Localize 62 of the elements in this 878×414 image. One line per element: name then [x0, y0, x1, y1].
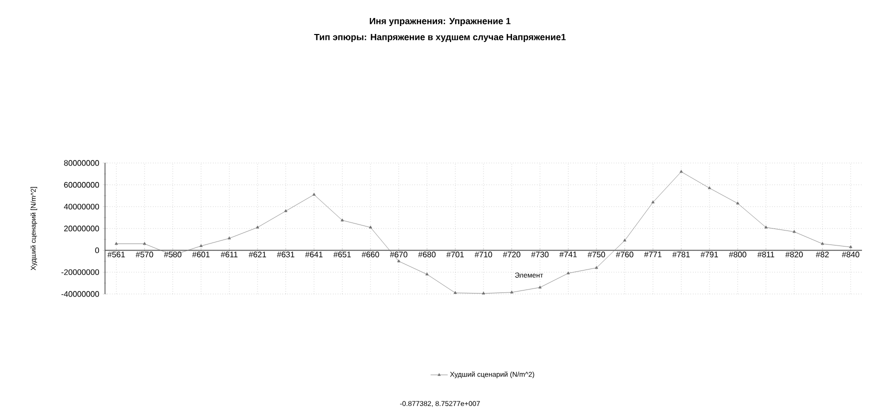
- x-tick-label: #580: [164, 252, 182, 258]
- x-tick-label: #840: [842, 252, 860, 258]
- x-tick-label: #570: [136, 252, 154, 258]
- point: [680, 170, 683, 173]
- y-tick-label: 20000000: [64, 226, 100, 232]
- x-tick-label: #791: [700, 252, 718, 258]
- x-tick-label: #631: [276, 252, 294, 258]
- point: [849, 245, 852, 248]
- point: [764, 226, 768, 228]
- x-tick-label: #670: [390, 252, 408, 258]
- point: [623, 238, 626, 242]
- point: [284, 209, 288, 212]
- point: [256, 226, 260, 228]
- x-tick-label: #680: [418, 252, 436, 258]
- x-tick-label: #701: [446, 252, 464, 258]
- x-tick-label: #750: [588, 252, 606, 258]
- point: [566, 271, 570, 274]
- x-tick-label: #611: [220, 252, 238, 258]
- x-tick-label: #760: [616, 252, 634, 258]
- x-tick-label: #651: [333, 252, 351, 258]
- x-tick-label: #561: [107, 252, 125, 258]
- y-tick-label: 80000000: [64, 160, 100, 166]
- chart-subtitle: Тип эпюры: Напряжение в худшем случае Напряжение1: [314, 34, 566, 42]
- point: [142, 242, 146, 245]
- x-tick-label: #730: [531, 252, 549, 258]
- point: [228, 236, 231, 240]
- y-tick-label: 0: [95, 247, 100, 254]
- x-tick-label: #771: [644, 252, 662, 258]
- point: [736, 202, 740, 204]
- y-tick-label: -40000000: [61, 291, 100, 297]
- point: [397, 259, 400, 262]
- x-tick-label: #820: [785, 252, 803, 258]
- point: [510, 290, 514, 294]
- point: [651, 200, 655, 204]
- x-tick-label: #601: [192, 252, 210, 258]
- chart-title: Иня упражнения: Упражнение 1: [370, 18, 510, 26]
- point: [594, 266, 598, 269]
- x-tick-label: #621: [248, 252, 266, 258]
- x-tick-label: #720: [502, 252, 520, 258]
- point: [368, 226, 372, 228]
- x-tick-label: #781: [672, 252, 690, 258]
- point: [482, 292, 486, 294]
- point: [792, 230, 796, 233]
- point: [340, 218, 344, 222]
- x-tick-label: #82: [816, 252, 829, 258]
- x-tick-label: #741: [559, 252, 577, 258]
- y-tick-label: -20000000: [61, 269, 100, 275]
- x-tick-label: #800: [728, 252, 746, 258]
- point: [820, 242, 824, 245]
- point: [114, 242, 118, 245]
- y-tick-label: 40000000: [64, 204, 100, 210]
- point: [454, 291, 457, 294]
- point: [708, 186, 712, 190]
- point: [538, 286, 542, 288]
- x-tick-label: #710: [474, 252, 492, 258]
- point: [199, 244, 203, 247]
- x-tick-label: #811: [757, 252, 774, 258]
- point: [312, 192, 316, 196]
- x-tick-label: #660: [362, 252, 380, 258]
- y-tick-label: 60000000: [64, 182, 100, 188]
- x-tick-label: #641: [305, 252, 323, 258]
- point: [425, 272, 429, 276]
